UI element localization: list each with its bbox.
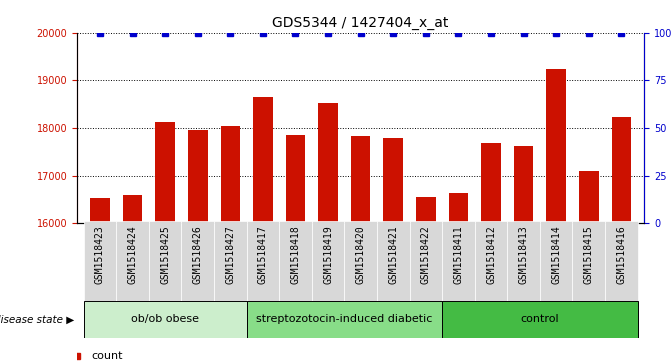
Bar	[286, 135, 305, 223]
Bar	[416, 197, 435, 223]
Text: GSM1518412: GSM1518412	[486, 225, 496, 284]
Text: GSM1518422: GSM1518422	[421, 225, 431, 284]
Text: ob/ob obese: ob/ob obese	[131, 314, 199, 325]
Text: GSM1518418: GSM1518418	[291, 225, 301, 284]
Text: GSM1518414: GSM1518414	[551, 225, 561, 284]
FancyBboxPatch shape	[474, 221, 507, 301]
FancyBboxPatch shape	[116, 221, 149, 301]
Text: GSM1518419: GSM1518419	[323, 225, 333, 284]
Text: streptozotocin-induced diabetic: streptozotocin-induced diabetic	[256, 314, 433, 325]
Text: GSM1518424: GSM1518424	[127, 225, 138, 284]
Bar	[383, 138, 403, 223]
Text: GSM1518415: GSM1518415	[584, 225, 594, 284]
FancyBboxPatch shape	[409, 221, 442, 301]
FancyBboxPatch shape	[344, 221, 377, 301]
Text: disease state ▶: disease state ▶	[0, 314, 74, 325]
Bar	[579, 171, 599, 223]
FancyBboxPatch shape	[442, 301, 637, 338]
FancyBboxPatch shape	[149, 221, 181, 301]
Text: count: count	[91, 351, 123, 362]
Bar	[481, 143, 501, 223]
Text: GSM1518416: GSM1518416	[617, 225, 626, 284]
Bar	[123, 195, 142, 223]
Bar	[188, 130, 207, 223]
Text: GSM1518411: GSM1518411	[454, 225, 464, 284]
Bar	[90, 198, 110, 223]
FancyBboxPatch shape	[84, 301, 247, 338]
FancyBboxPatch shape	[507, 221, 540, 301]
FancyBboxPatch shape	[84, 221, 116, 301]
Text: GSM1518421: GSM1518421	[389, 225, 399, 284]
FancyBboxPatch shape	[181, 221, 214, 301]
Text: GSM1518413: GSM1518413	[519, 225, 529, 284]
Text: GSM1518420: GSM1518420	[356, 225, 366, 284]
Bar	[156, 122, 175, 223]
FancyBboxPatch shape	[442, 221, 474, 301]
FancyBboxPatch shape	[540, 221, 572, 301]
Text: GSM1518427: GSM1518427	[225, 225, 236, 284]
FancyBboxPatch shape	[247, 221, 279, 301]
FancyBboxPatch shape	[214, 221, 247, 301]
Bar	[221, 126, 240, 223]
Title: GDS5344 / 1427404_x_at: GDS5344 / 1427404_x_at	[272, 16, 449, 30]
FancyBboxPatch shape	[377, 221, 409, 301]
Bar	[546, 69, 566, 223]
Text: GSM1518426: GSM1518426	[193, 225, 203, 284]
Bar	[514, 146, 533, 223]
FancyBboxPatch shape	[279, 221, 312, 301]
Text: GSM1518425: GSM1518425	[160, 225, 170, 284]
FancyBboxPatch shape	[605, 221, 637, 301]
Bar	[318, 103, 338, 223]
Bar	[611, 117, 631, 223]
Text: GSM1518423: GSM1518423	[95, 225, 105, 284]
Text: GSM1518417: GSM1518417	[258, 225, 268, 284]
FancyBboxPatch shape	[572, 221, 605, 301]
Bar	[449, 193, 468, 223]
Bar	[253, 97, 272, 223]
Bar	[351, 136, 370, 223]
FancyBboxPatch shape	[247, 301, 442, 338]
Text: control: control	[521, 314, 559, 325]
FancyBboxPatch shape	[312, 221, 344, 301]
